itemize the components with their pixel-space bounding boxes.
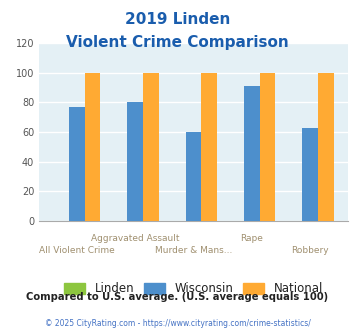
Bar xyxy=(318,73,334,221)
Bar xyxy=(69,107,84,221)
Text: Murder & Mans...: Murder & Mans... xyxy=(155,246,232,255)
Text: Violent Crime Comparison: Violent Crime Comparison xyxy=(66,35,289,50)
Legend: Linden, Wisconsin, National: Linden, Wisconsin, National xyxy=(64,282,323,295)
Text: All Violent Crime: All Violent Crime xyxy=(39,246,115,255)
Text: Compared to U.S. average. (U.S. average equals 100): Compared to U.S. average. (U.S. average … xyxy=(26,292,329,302)
Text: © 2025 CityRating.com - https://www.cityrating.com/crime-statistics/: © 2025 CityRating.com - https://www.city… xyxy=(45,319,310,328)
Bar xyxy=(244,86,260,221)
Bar xyxy=(84,73,100,221)
Bar xyxy=(260,73,275,221)
Text: Rape: Rape xyxy=(240,234,263,243)
Bar xyxy=(127,102,143,221)
Text: Aggravated Assault: Aggravated Assault xyxy=(91,234,179,243)
Text: 2019 Linden: 2019 Linden xyxy=(125,12,230,26)
Bar xyxy=(302,127,318,221)
Text: Robbery: Robbery xyxy=(291,246,329,255)
Bar xyxy=(201,73,217,221)
Bar xyxy=(186,132,201,221)
Bar xyxy=(143,73,159,221)
